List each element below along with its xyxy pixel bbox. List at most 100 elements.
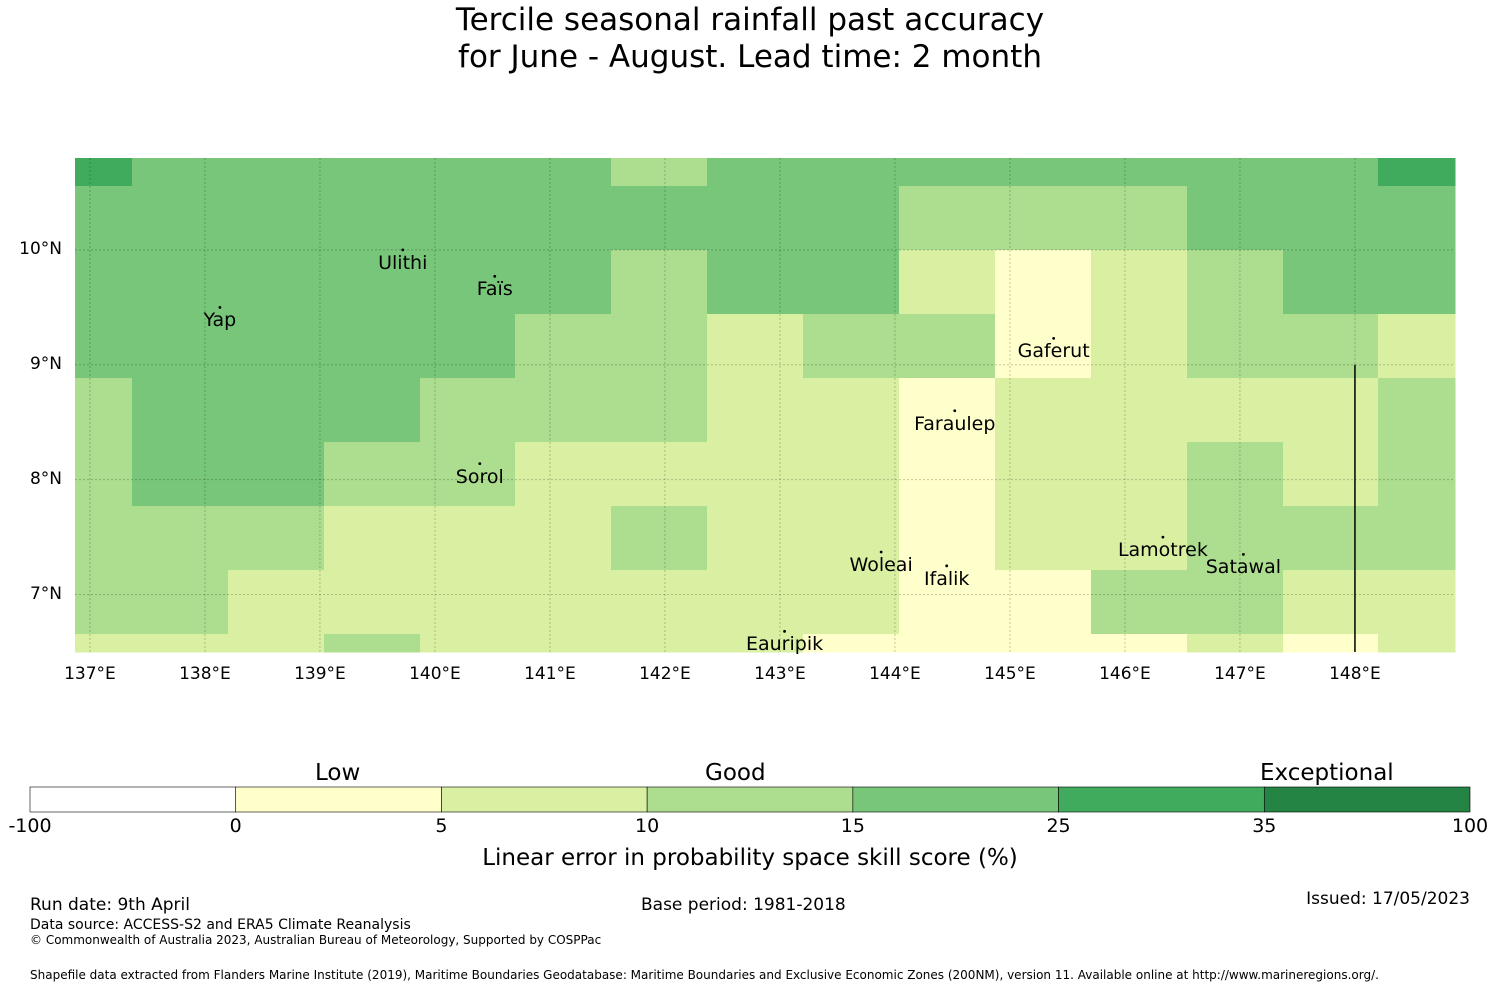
grid-cell [1187,634,1284,653]
grid-cell [324,314,421,379]
island-dot [478,462,482,465]
colorbar-swatch [646,786,854,813]
grid-cell [132,442,229,507]
grid-cell [515,506,612,571]
colorbar [29,786,1471,813]
colorbar-tick-label: 15 [840,815,865,837]
grid-cell [995,570,1092,635]
island-dot [945,564,949,568]
colorbar-label: Linear error in probability space skill … [482,845,1018,871]
data-source: Data source: ACCESS-S2 and ERA5 Climate … [30,917,411,933]
colorbar-swatch [29,786,237,813]
grid-cell [420,158,516,187]
legend-category-good: Good [705,760,766,786]
grid-cell [75,506,133,571]
grid-cell [515,442,612,507]
grid-cell [75,158,133,187]
grid-cell [1283,186,1379,251]
grid-cell [1283,570,1379,635]
island-label: Yap [203,309,237,332]
grid-cell [228,570,325,635]
grid-cell [515,314,612,379]
grid-cell [995,378,1092,443]
grid-cell [1283,158,1379,187]
lon-tick-label: 145°E [984,664,1036,684]
grid-cell [132,250,229,315]
grid-cell [1283,442,1379,507]
grid-cell [803,378,900,443]
grid-cell [75,570,133,635]
grid-cell [420,378,516,443]
grid-cell [611,186,708,251]
grid-cell [420,186,516,251]
grid-cell [420,314,516,379]
grid-cell [1283,634,1379,653]
grid-cell [515,158,612,187]
island-label: Ifalik [923,567,970,590]
colorbar-tick-label: 25 [1046,815,1071,837]
lon-tick-label: 146°E [1099,664,1151,684]
grid-cell [132,634,229,653]
grid-cell [1378,158,1456,187]
grid-cell [707,506,804,571]
graticule [75,158,1455,652]
lon-tick-label: 140°E [409,664,461,684]
island-label: Faraulep [914,412,996,435]
grid-cell [324,378,421,443]
colorbar-swatch [441,786,648,813]
colorbar-tick-label: 35 [1252,815,1277,837]
grid-cell [515,378,612,443]
grid-cell [324,570,421,635]
grid-cell [707,442,804,507]
grid-cell [1283,506,1379,571]
grid-cell [75,250,133,315]
grid-cell [707,378,804,443]
grid-cell [1187,442,1284,507]
island-dot [1052,336,1056,340]
grid-cell [899,186,996,251]
colorbar-tick-label: 10 [635,815,660,837]
grid-cell [228,506,325,571]
grid-cell [803,158,900,187]
grid-cell [707,250,804,315]
lon-tick-label: 148°E [1329,664,1381,684]
grid-cell [899,314,996,379]
colorbar-swatch [852,786,1059,813]
copyright: © Commonwealth of Australia 2023, Austra… [30,933,602,947]
grid-cell [995,314,1092,379]
grid-cell [1187,250,1284,315]
grid-cell [1091,250,1188,315]
island-label: Ulithi [378,251,428,274]
grid-cell [324,506,421,571]
grid-cell [1187,506,1284,571]
island-label: Faïs [476,278,513,301]
colorbar-swatch [1058,786,1265,813]
island-label: Sorol [455,465,504,488]
grid-cell [515,634,612,653]
grid-cell [611,442,708,507]
grid-cell [1378,634,1456,653]
map-title-line2: for June - August. Lead time: 2 month [458,39,1042,75]
grid-cell [132,314,229,379]
island-label: Woleai [849,554,913,577]
grid-cell [420,634,516,653]
lat-tick-label: 10°N [19,238,62,259]
grid-cell [995,158,1092,187]
grid-cell [803,186,900,251]
grid-cell [995,250,1092,315]
grid-cell [228,442,325,507]
grid-cell [1091,570,1188,635]
island-dot [1242,552,1245,556]
island-markers [218,248,1245,633]
grid-cell [1378,250,1456,315]
grid-cell [1378,186,1456,251]
lon-tick-label: 142°E [639,664,691,684]
grid-cell [75,378,133,443]
grid-cell [611,250,708,315]
grid-cell [899,506,996,571]
lon-tick-label: 143°E [754,664,806,684]
grid-cell [707,570,804,635]
colorbar-tick-label: 0 [229,815,242,837]
grid-cell [899,442,996,507]
